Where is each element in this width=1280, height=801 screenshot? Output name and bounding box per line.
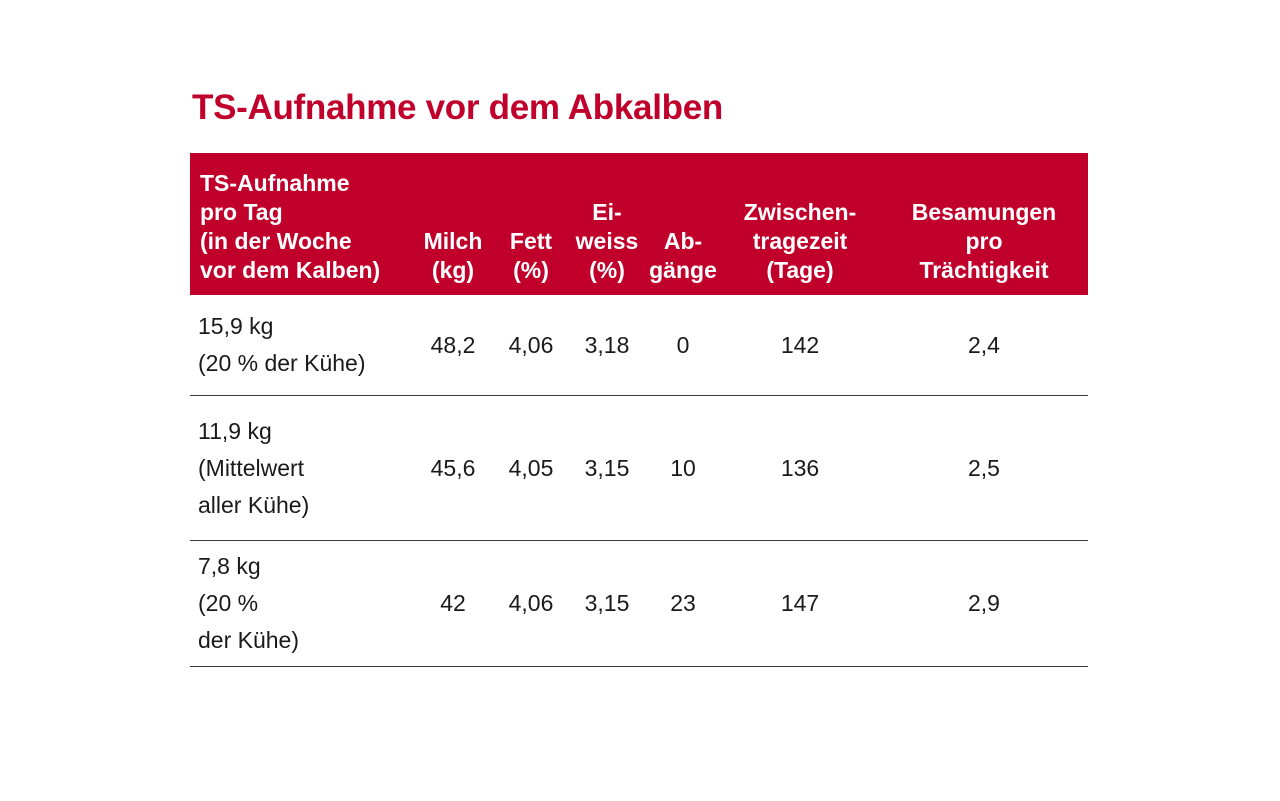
- header-ts-aufnahme: TS-Aufnahme pro Tag (in der Woche vor de…: [200, 170, 381, 283]
- cell-fett: 4,05: [494, 395, 568, 541]
- header-besamungen: Besamungen pro Trächtigkeit: [911, 199, 1057, 283]
- cell-zwischentragezeit: 147: [720, 540, 880, 667]
- cell-zwischentragezeit: 142: [720, 295, 880, 396]
- table-header-row: TS-Aufnahme pro Tag (in der Woche vor de…: [190, 153, 1088, 295]
- cell-abgaenge: 10: [646, 395, 720, 541]
- table-row: 11,9 kg (Mittelwert aller Kühe) 45,6 4,0…: [190, 395, 1088, 541]
- cell-besamungen: 2,5: [880, 395, 1088, 541]
- header-fett: Fett (%): [509, 228, 553, 283]
- cell-besamungen: 2,9: [880, 540, 1088, 667]
- cell-milch: 48,2: [412, 295, 494, 396]
- data-table: TS-Aufnahme pro Tag (in der Woche vor de…: [190, 153, 1088, 667]
- cell-milch: 42: [412, 540, 494, 667]
- header-abgaenge: Ab- gänge: [649, 228, 717, 283]
- cell-ts-aufnahme: 15,9 kg (20 % der Kühe): [190, 295, 412, 396]
- cell-milch: 45,6: [412, 395, 494, 541]
- cell-abgaenge: 0: [646, 295, 720, 396]
- cell-ts-aufnahme: 11,9 kg (Mittelwert aller Kühe): [190, 395, 412, 541]
- cell-ts-aufnahme: 7,8 kg (20 % der Kühe): [190, 540, 412, 667]
- cell-fett: 4,06: [494, 295, 568, 396]
- cell-zwischentragezeit: 136: [720, 395, 880, 541]
- header-milch: Milch (kg): [423, 228, 483, 283]
- cell-eiweiss: 3,18: [568, 295, 646, 396]
- cell-besamungen: 2,4: [880, 295, 1088, 396]
- header-zwischentragezeit: Zwischen- tragezeit (Tage): [743, 199, 857, 283]
- cell-eiweiss: 3,15: [568, 395, 646, 541]
- table-row: 7,8 kg (20 % der Kühe) 42 4,06 3,15 23 1…: [190, 540, 1088, 667]
- cell-abgaenge: 23: [646, 540, 720, 667]
- header-eiweiss: Ei- weiss (%): [575, 199, 639, 283]
- cell-eiweiss: 3,15: [568, 540, 646, 667]
- page-title: TS-Aufnahme vor dem Abkalben: [192, 88, 723, 127]
- table-row: 15,9 kg (20 % der Kühe) 48,2 4,06 3,18 0…: [190, 295, 1088, 396]
- cell-fett: 4,06: [494, 540, 568, 667]
